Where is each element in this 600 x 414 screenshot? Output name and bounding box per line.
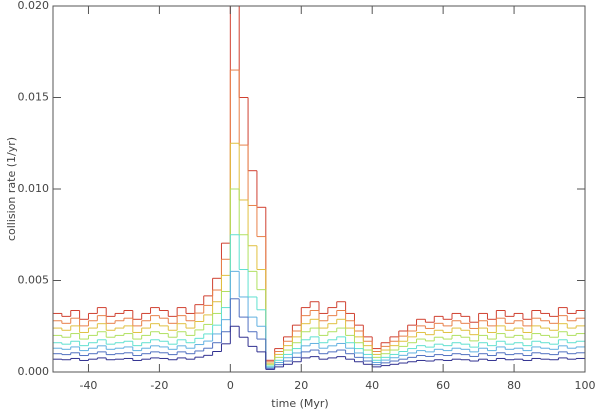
x-tick-label: 100: [575, 379, 596, 392]
y-tick-label: 0.010: [18, 182, 50, 195]
x-axis-label: time (Myr): [271, 397, 328, 410]
x-tick-label: -20: [150, 379, 168, 392]
y-tick-label: 0.015: [18, 91, 50, 104]
x-tick-label: 80: [507, 379, 521, 392]
x-tick-label: 40: [365, 379, 379, 392]
y-axis-label: collision rate (1/yr): [5, 137, 18, 241]
x-tick-label: 0: [227, 379, 234, 392]
y-tick-label: 0.020: [18, 0, 50, 12]
x-tick-label: -40: [79, 379, 97, 392]
x-tick-label: 60: [436, 379, 450, 392]
y-tick-label: 0.005: [18, 274, 50, 287]
x-tick-label: 20: [294, 379, 308, 392]
y-tick-label: 0.000: [18, 365, 50, 378]
